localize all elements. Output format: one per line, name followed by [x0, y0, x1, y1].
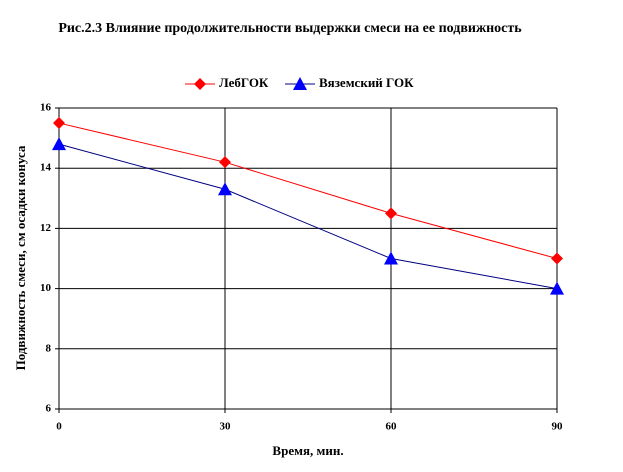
x-tick-label: 0	[56, 421, 62, 433]
y-tick-label: 16	[40, 102, 52, 114]
y-tick-label: 10	[40, 282, 52, 294]
marker	[384, 251, 398, 265]
marker	[53, 117, 65, 130]
marker	[219, 156, 231, 169]
y-tick-label: 14	[40, 162, 52, 174]
marker	[218, 182, 232, 196]
marker	[52, 137, 66, 151]
x-tick-label: 60	[386, 421, 398, 433]
marker	[551, 252, 563, 265]
x-axis-label: Время, мин.	[272, 443, 343, 458]
marker	[194, 78, 206, 90]
y-tick-label: 12	[40, 222, 52, 234]
marker	[293, 77, 307, 90]
marker	[385, 207, 397, 220]
marker	[550, 281, 564, 295]
chart-title: Рис.2.3 Влияние продолжительности выдерж…	[58, 21, 522, 36]
series-line	[58, 122, 558, 259]
legend-label: ЛебГОК	[219, 75, 269, 90]
x-tick-label: 30	[220, 421, 232, 433]
y-axis-label: Подвижность смеси, см осадки конуса	[13, 145, 28, 370]
y-tick-label: 8	[46, 342, 52, 354]
series-line	[58, 143, 558, 290]
legend-label: Вяземский ГОК	[319, 75, 414, 90]
y-tick-label: 6	[46, 403, 52, 415]
x-tick-label: 90	[552, 421, 564, 433]
